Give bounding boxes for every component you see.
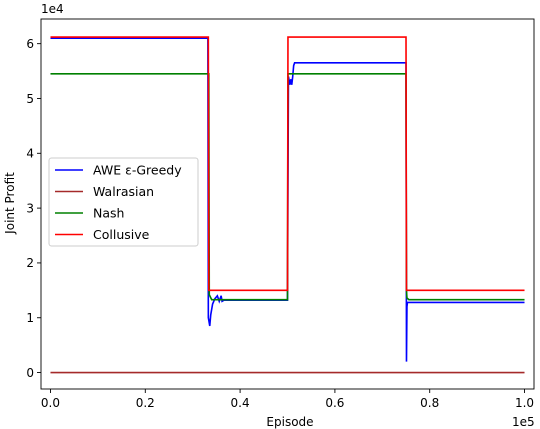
y-tick-label: 0 xyxy=(26,366,34,380)
y-tick-label: 3 xyxy=(26,201,34,215)
x-multiplier-label: 1e5 xyxy=(512,415,535,429)
axes-frame xyxy=(40,18,535,390)
x-tick-label: 0.8 xyxy=(420,396,439,410)
legend-box xyxy=(48,157,199,247)
x-tick-label: 0.6 xyxy=(325,396,344,410)
legend-label-1: Walrasian xyxy=(93,184,154,199)
x-axis-label: Episode xyxy=(266,415,313,429)
y-multiplier-label: 1e4 xyxy=(41,2,64,16)
y-tick-label: 5 xyxy=(26,92,34,106)
y-tick-label: 1 xyxy=(26,311,34,325)
y-tick-label: 2 xyxy=(26,256,34,270)
legend-label-2: Nash xyxy=(93,206,124,221)
plot-area: 0.0 0.2 0.4 0.6 0.8 1.0 0 1 2 3 4 5 6 AWE ε-Greedy Wal… xyxy=(26,18,535,410)
y-tick-label: 6 xyxy=(26,37,34,51)
legend-label-3: Collusive xyxy=(93,227,150,242)
y-axis-label: Joint Profit xyxy=(3,172,17,235)
y-tick-label: 4 xyxy=(26,147,34,161)
x-tick-label: 0.4 xyxy=(231,396,250,410)
x-tick-label: 1.0 xyxy=(515,396,534,410)
legend-label-0: AWE ε-Greedy xyxy=(93,163,182,178)
series-line-3 xyxy=(50,36,525,292)
x-tick-label: 0.0 xyxy=(41,396,60,410)
x-tick-label: 0.2 xyxy=(136,396,155,410)
